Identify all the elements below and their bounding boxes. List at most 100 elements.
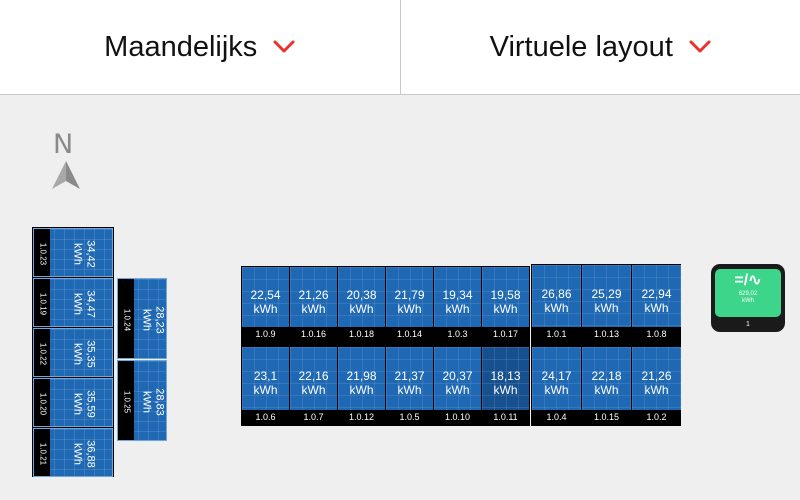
panel-unit: kWh <box>71 342 83 365</box>
panel-value: 18,13 <box>490 369 521 383</box>
inverter-icon: =/∿ <box>734 272 762 289</box>
panel-unit: kWh <box>71 242 83 265</box>
solar-panel[interactable]: 19,34 kWh 1.0.3 <box>434 267 481 342</box>
panel-value-block: 28,23 kWh <box>137 279 165 360</box>
panel-value: 35,35 <box>84 339 96 368</box>
panel-value: 19,58 <box>490 287 521 302</box>
panel-label: 1.0.24 <box>122 308 131 331</box>
solar-panel[interactable]: 1.0.23 34,42 kWh <box>33 228 113 277</box>
panel-value: 21,79 <box>394 287 425 302</box>
north-arrow-icon <box>52 161 80 189</box>
solar-panel[interactable]: 24,17 kWh 1.0.4 <box>532 347 581 425</box>
inverter-label: 1 <box>746 321 750 328</box>
solar-panel[interactable]: 1.0.25 28,83 kWh <box>117 360 167 441</box>
panel-unit: kWh <box>594 300 619 315</box>
panel-unit: kWh <box>71 442 83 465</box>
panel-unit: kWh <box>349 383 374 397</box>
panel-label: 1.0.2 <box>632 410 681 425</box>
solar-panel[interactable]: 19,58 kWh 1.0.17 <box>482 267 529 342</box>
panel-label: 1.0.23 <box>38 242 47 265</box>
panel-value: 22,54 <box>250 287 281 302</box>
panel-value: 21,26 <box>298 287 329 302</box>
panel-label: 1.0.1 <box>532 327 581 342</box>
panel-unit: kWh <box>397 383 422 397</box>
panel-label: 1.0.17 <box>482 327 529 342</box>
solar-panel[interactable]: 25,29 kWh 1.0.13 <box>582 265 631 342</box>
panel-unit: kWh <box>544 383 569 397</box>
panel-unit: kWh <box>349 301 374 316</box>
panel-value: 24,17 <box>541 369 572 383</box>
panel-value: 25,29 <box>591 286 622 301</box>
top-bar: Maandelijks Virtuele layout <box>0 0 800 95</box>
solar-panel[interactable]: 23,1 kWh 1.0.6 <box>242 347 289 425</box>
panel-value: 20,37 <box>442 369 473 383</box>
panel-label: 1.0.11 <box>482 410 529 425</box>
solar-panel[interactable]: 22,54 kWh 1.0.9 <box>242 267 289 342</box>
solar-panel[interactable]: 20,37 kWh 1.0.10 <box>434 347 481 425</box>
layout-dropdown[interactable]: Virtuele layout <box>401 0 800 94</box>
panel-label: 1.0.25 <box>122 390 131 413</box>
panel-value: 36,88 <box>84 439 96 468</box>
chevron-down-icon <box>273 40 295 53</box>
panel-value-block: 28,83 kWh <box>137 361 165 442</box>
solar-panel[interactable]: 1.0.24 28,23 kWh <box>117 278 167 359</box>
panel-label: 1.0.21 <box>38 442 47 465</box>
solar-panel[interactable]: 1.0.20 35,59 kWh <box>33 378 113 427</box>
panel-label: 1.0.12 <box>338 410 385 425</box>
solar-panel[interactable]: 22,94 kWh 1.0.8 <box>632 265 681 342</box>
panel-value-block: 35,59 kWh <box>68 379 96 428</box>
inverter[interactable]: =/∿ 629,02 kWh 1 <box>711 264 785 332</box>
panel-label-bar: 1.0.23 <box>34 229 50 276</box>
solar-panel[interactable]: 1.0.21 36,88 kWh <box>33 428 113 477</box>
solar-panel[interactable]: 18,13 kWh 1.0.11 <box>482 347 529 425</box>
panel-value: 26,86 <box>541 286 572 301</box>
solar-panel[interactable]: 22,16 kWh 1.0.7 <box>290 347 337 425</box>
period-dropdown[interactable]: Maandelijks <box>0 0 401 94</box>
solar-panel[interactable]: 21,98 kWh 1.0.12 <box>338 347 385 425</box>
north-letter: N <box>53 129 74 160</box>
solar-panel[interactable]: 21,26 kWh 1.0.2 <box>632 347 681 425</box>
panel-value-block: 36,88 kWh <box>68 429 96 478</box>
panel-value: 19,34 <box>442 287 473 302</box>
panel-label: 1.0.14 <box>386 327 433 342</box>
solar-panel[interactable]: 1.0.19 34,47 kWh <box>33 278 113 327</box>
panel-unit: kWh <box>544 300 569 315</box>
solar-panel[interactable]: 21,79 kWh 1.0.14 <box>386 267 433 342</box>
panel-label: 1.0.13 <box>582 327 631 342</box>
panel-label: 1.0.18 <box>338 327 385 342</box>
panel-unit: kWh <box>493 383 518 397</box>
inverter-screen: =/∿ 629,02 kWh <box>715 269 781 317</box>
panel-label: 1.0.10 <box>434 410 481 425</box>
panel-value: 28,23 <box>153 305 165 334</box>
panel-value-block: 35,35 kWh <box>68 329 96 378</box>
panel-value-block: 34,47 kWh <box>68 279 96 328</box>
panel-unit: kWh <box>140 390 152 413</box>
panel-label-bar: 1.0.22 <box>34 329 50 376</box>
panel-unit: kWh <box>253 383 278 397</box>
panel-unit: kWh <box>253 301 278 316</box>
inverter-value: 629,02 <box>738 291 758 297</box>
panel-value: 21,26 <box>641 369 672 383</box>
panel-label: 1.0.4 <box>532 410 581 425</box>
panel-unit: kWh <box>140 308 152 331</box>
panel-unit: kWh <box>71 392 83 415</box>
panel-unit: kWh <box>397 301 422 316</box>
solar-panel[interactable]: 22,18 kWh 1.0.15 <box>582 347 631 425</box>
panel-value: 34,42 <box>84 239 96 268</box>
panel-label-bar: 1.0.25 <box>118 361 134 440</box>
panel-unit: kWh <box>445 301 470 316</box>
panel-value: 22,94 <box>641 286 672 301</box>
solar-panel[interactable]: 20,38 kWh 1.0.18 <box>338 267 385 342</box>
panel-label-bar: 1.0.21 <box>34 429 50 476</box>
solar-panel[interactable]: 21,26 kWh 1.0.16 <box>290 267 337 342</box>
solar-panel[interactable]: 26,86 kWh 1.0.1 <box>532 265 581 342</box>
panel-value: 34,47 <box>84 289 96 318</box>
panel-label-bar: 1.0.24 <box>118 279 134 358</box>
panel-label-bar: 1.0.20 <box>34 379 50 426</box>
chevron-down-icon <box>689 40 711 53</box>
solar-panel[interactable]: 21,37 kWh 1.0.5 <box>386 347 433 425</box>
panel-group-main <box>241 266 530 426</box>
panel-label: 1.0.20 <box>38 392 47 415</box>
panel-label: 1.0.9 <box>242 327 289 342</box>
solar-panel[interactable]: 1.0.22 35,35 kWh <box>33 328 113 377</box>
